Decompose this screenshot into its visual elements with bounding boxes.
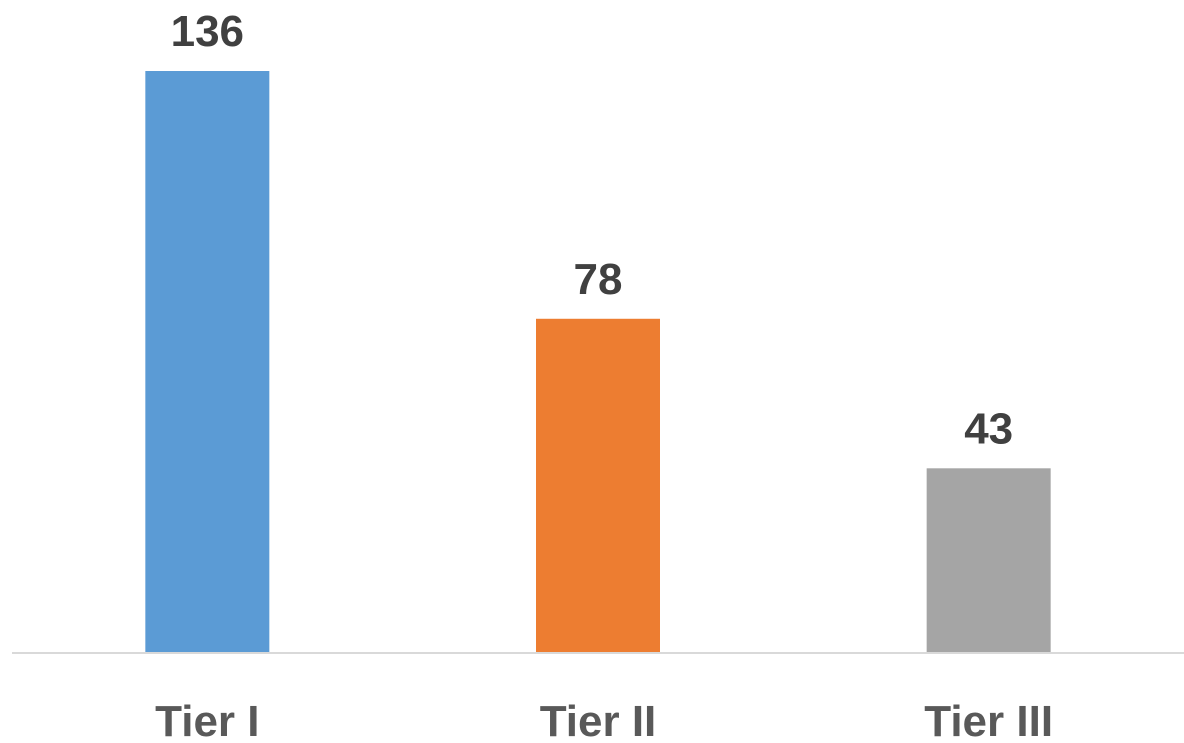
- labels-layer: 136 Tier I 78 Tier II 43 Tier III: [155, 7, 1053, 743]
- data-label: 43: [964, 404, 1013, 453]
- data-label: 78: [574, 255, 623, 304]
- x-tick-label: Tier I: [155, 697, 259, 743]
- x-tick-label: Tier II: [540, 697, 657, 743]
- bar-tier-i: [145, 71, 270, 652]
- data-label: 136: [171, 7, 244, 56]
- bars-layer: [145, 71, 1051, 652]
- bar-tier-iii: [926, 468, 1051, 652]
- bar-tier-ii: [536, 318, 660, 652]
- x-tick-label: Tier III: [924, 697, 1053, 743]
